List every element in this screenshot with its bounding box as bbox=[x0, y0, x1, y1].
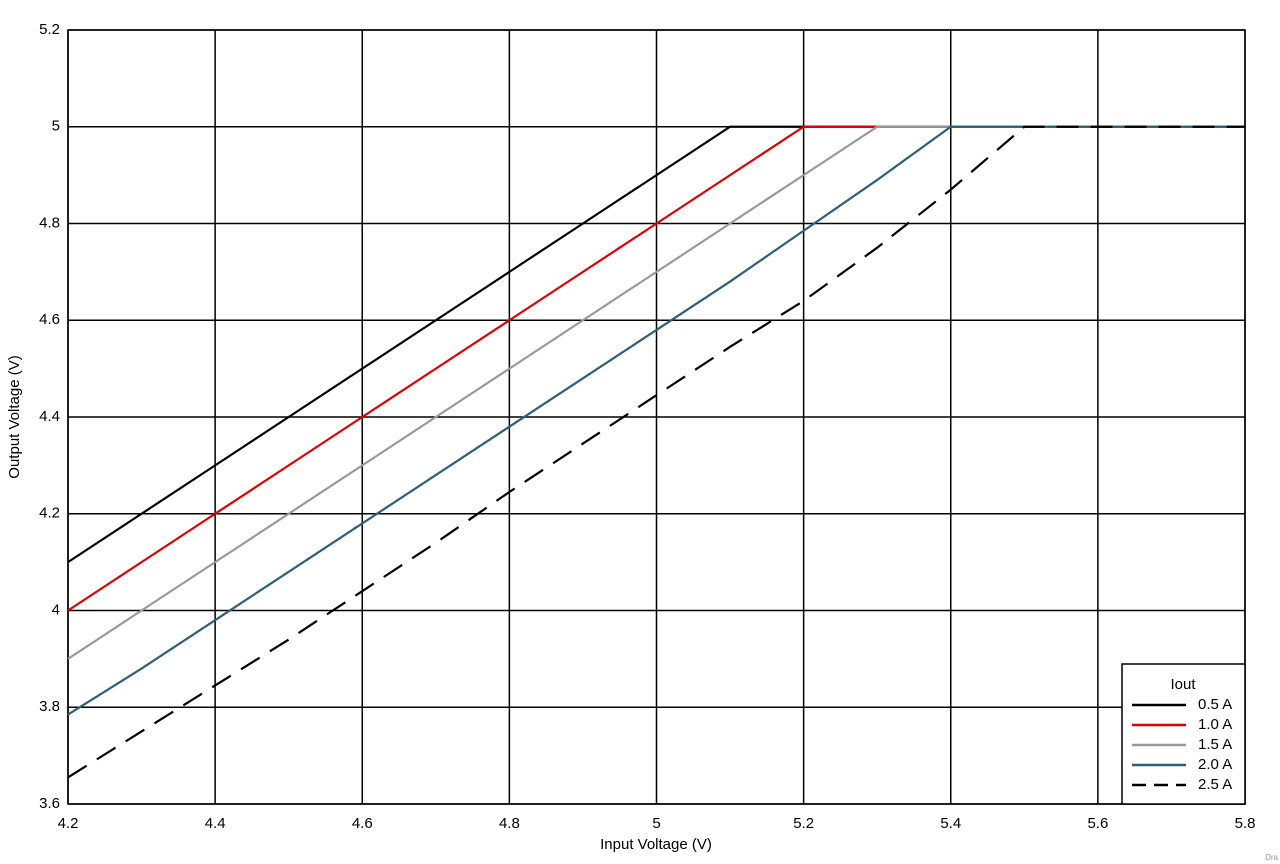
y-tick-label: 4 bbox=[52, 601, 60, 618]
footnote: Dra bbox=[1265, 853, 1278, 862]
x-tick-label: 5.8 bbox=[1235, 815, 1256, 832]
y-axis-label: Output Voltage (V) bbox=[6, 355, 23, 478]
y-tick-label: 4.4 bbox=[39, 408, 60, 425]
y-tick-label: 4.2 bbox=[39, 505, 60, 522]
y-tick-label: 5.2 bbox=[39, 21, 60, 38]
x-tick-label: 4.4 bbox=[205, 815, 226, 832]
x-tick-label: 5.4 bbox=[940, 815, 961, 832]
legend-title: Iout bbox=[1170, 676, 1196, 693]
x-tick-label: 4.6 bbox=[352, 815, 373, 832]
y-tick-label: 5 bbox=[52, 118, 60, 135]
x-tick-label: 4.2 bbox=[58, 815, 79, 832]
x-tick-label: 5.6 bbox=[1087, 815, 1108, 832]
legend-label: 2.5 A bbox=[1198, 776, 1232, 793]
y-tick-label: 3.8 bbox=[39, 698, 60, 715]
legend-label: 0.5 A bbox=[1198, 696, 1232, 713]
legend-box bbox=[1121, 663, 1246, 805]
y-tick-label: 3.6 bbox=[39, 795, 60, 812]
series-line bbox=[67, 125, 1245, 716]
legend-label: 2.0 A bbox=[1198, 756, 1232, 773]
x-tick-label: 4.8 bbox=[499, 815, 520, 832]
x-tick-label: 5.2 bbox=[793, 815, 814, 832]
x-axis-label: Input Voltage (V) bbox=[600, 836, 712, 853]
legend-label: 1.5 A bbox=[1198, 736, 1232, 753]
y-tick-label: 4.8 bbox=[39, 214, 60, 231]
series-line bbox=[67, 125, 1245, 779]
legend-label: 1.0 A bbox=[1198, 716, 1232, 733]
x-tick-label: 5 bbox=[652, 815, 660, 832]
plot-border bbox=[67, 29, 1246, 805]
y-tick-label: 4.6 bbox=[39, 311, 60, 328]
